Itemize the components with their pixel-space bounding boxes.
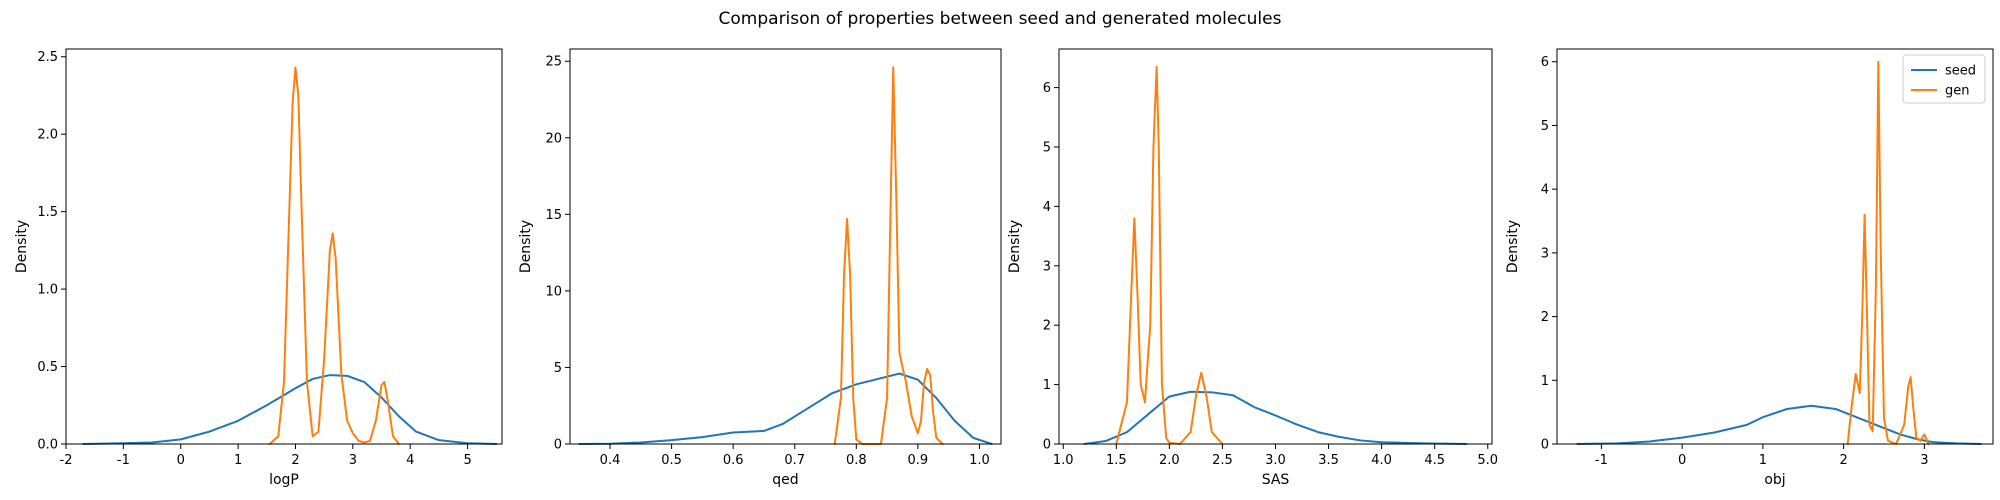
legend-label-seed: seed bbox=[1945, 64, 1976, 79]
y-tick-label: 1 bbox=[1541, 374, 1549, 389]
x-tick-label: 0 bbox=[1678, 453, 1686, 468]
y-tick-label: 25 bbox=[545, 55, 562, 70]
x-axis-label: obj bbox=[1764, 472, 1785, 488]
y-tick-label: 1.0 bbox=[37, 283, 58, 298]
y-tick-label: 0 bbox=[1541, 438, 1549, 453]
series-line-seed bbox=[578, 372, 993, 445]
x-tick-label: 0.9 bbox=[908, 453, 929, 468]
series-line-gen bbox=[1846, 60, 1930, 445]
y-tick-label: 4 bbox=[1541, 183, 1549, 198]
x-tick-label: 0.8 bbox=[846, 453, 867, 468]
x-tick-label: 0.6 bbox=[723, 453, 744, 468]
x-tick-label: 2.5 bbox=[1212, 453, 1233, 468]
x-tick-label: 3 bbox=[1920, 453, 1928, 468]
plot-frame bbox=[569, 48, 1002, 445]
y-tick-label: 0 bbox=[554, 438, 562, 453]
series-line-seed bbox=[1576, 404, 1982, 445]
y-tick-label: 3 bbox=[1541, 246, 1549, 261]
x-tick-label: 0.5 bbox=[661, 453, 682, 468]
y-axis-label: Density bbox=[518, 220, 534, 273]
x-tick-label: 1 bbox=[1759, 453, 1767, 468]
y-tick-label: 15 bbox=[545, 208, 562, 223]
x-tick-label: 1.0 bbox=[969, 453, 990, 468]
y-axis-label: Density bbox=[1007, 220, 1023, 273]
legend-box bbox=[1902, 54, 1986, 104]
x-tick-label: 0 bbox=[177, 453, 185, 468]
y-tick-label: 2.0 bbox=[37, 128, 58, 143]
x-tick-label: 2 bbox=[1839, 453, 1847, 468]
x-tick-label: 4 bbox=[406, 453, 414, 468]
figure-title: Comparison of properties between seed an… bbox=[719, 9, 1282, 29]
y-tick-label: 10 bbox=[545, 284, 562, 299]
legend: seed gen bbox=[1902, 54, 1986, 104]
series-line-gen bbox=[1115, 65, 1224, 445]
y-tick-label: 2 bbox=[1541, 310, 1549, 325]
x-tick-label: 0.7 bbox=[784, 453, 805, 468]
y-tick-label: 2.5 bbox=[37, 50, 58, 65]
x-tick-label: 3.5 bbox=[1318, 453, 1339, 468]
x-tick-label: -2 bbox=[60, 453, 73, 468]
x-tick-label: 4.5 bbox=[1424, 453, 1445, 468]
panel-1: -2 -1 0 1 2 3 4 5 0.0 0.5 1.0 1.5 2.0 2.5 logP Density bbox=[14, 48, 503, 488]
series-line-seed bbox=[1083, 390, 1468, 445]
x-tick-label: -1 bbox=[117, 453, 130, 468]
x-tick-label: 1 bbox=[234, 453, 242, 468]
x-tick-label: 3.0 bbox=[1265, 453, 1286, 468]
plot-frame bbox=[1556, 48, 1994, 445]
x-tick-label: 2 bbox=[291, 453, 299, 468]
y-tick-label: 1 bbox=[1043, 378, 1051, 393]
y-tick-label: 0.0 bbox=[37, 438, 58, 453]
x-tick-label: 5 bbox=[463, 453, 471, 468]
y-tick-label: 5 bbox=[1541, 119, 1549, 134]
x-tick-label: 1.5 bbox=[1106, 453, 1127, 468]
y-tick-label: 0.5 bbox=[37, 360, 58, 375]
x-tick-label: 1.0 bbox=[1053, 453, 1074, 468]
legend-label-gen: gen bbox=[1945, 84, 1970, 99]
plot-frame bbox=[65, 48, 503, 445]
x-tick-label: 2.0 bbox=[1159, 453, 1180, 468]
x-tick-label: -1 bbox=[1595, 453, 1608, 468]
x-tick-label: 4.0 bbox=[1371, 453, 1392, 468]
y-tick-label: 6 bbox=[1043, 81, 1051, 96]
x-tick-label: 0.4 bbox=[600, 453, 621, 468]
x-axis-label: logP bbox=[269, 472, 299, 488]
y-tick-label: 4 bbox=[1043, 200, 1051, 215]
panel-4: -1 0 1 2 3 0 1 2 3 4 5 6 obj Density bbox=[1505, 48, 1994, 488]
y-tick-label: 0 bbox=[1043, 438, 1051, 453]
series-line-gen bbox=[833, 66, 944, 445]
panel-2: 0.4 0.5 0.6 0.7 0.8 0.9 1.0 0 5 10 15 20 25 qed Densit… bbox=[518, 48, 1002, 488]
y-tick-label: 6 bbox=[1541, 55, 1549, 70]
y-tick-label: 5 bbox=[554, 361, 562, 376]
panel-3: 1.0 1.5 2.0 2.5 3.0 3.5 4.0 4.5 5.0 0 1 2 3 4 5 6 SAS Den… bbox=[1007, 48, 1498, 488]
y-tick-label: 3 bbox=[1043, 259, 1051, 274]
x-tick-label: 5.0 bbox=[1477, 453, 1498, 468]
series-line-gen bbox=[268, 66, 400, 445]
y-axis-label: Density bbox=[14, 220, 30, 273]
plot-frame bbox=[1058, 48, 1493, 445]
series-line-seed bbox=[82, 374, 498, 445]
x-axis-label: SAS bbox=[1262, 472, 1290, 488]
y-tick-label: 2 bbox=[1043, 319, 1051, 334]
y-tick-label: 20 bbox=[545, 131, 562, 146]
x-axis-label: qed bbox=[772, 472, 798, 488]
y-tick-label: 1.5 bbox=[37, 205, 58, 220]
y-axis-label: Density bbox=[1505, 220, 1521, 273]
x-tick-label: 3 bbox=[349, 453, 357, 468]
y-tick-label: 5 bbox=[1043, 141, 1051, 156]
